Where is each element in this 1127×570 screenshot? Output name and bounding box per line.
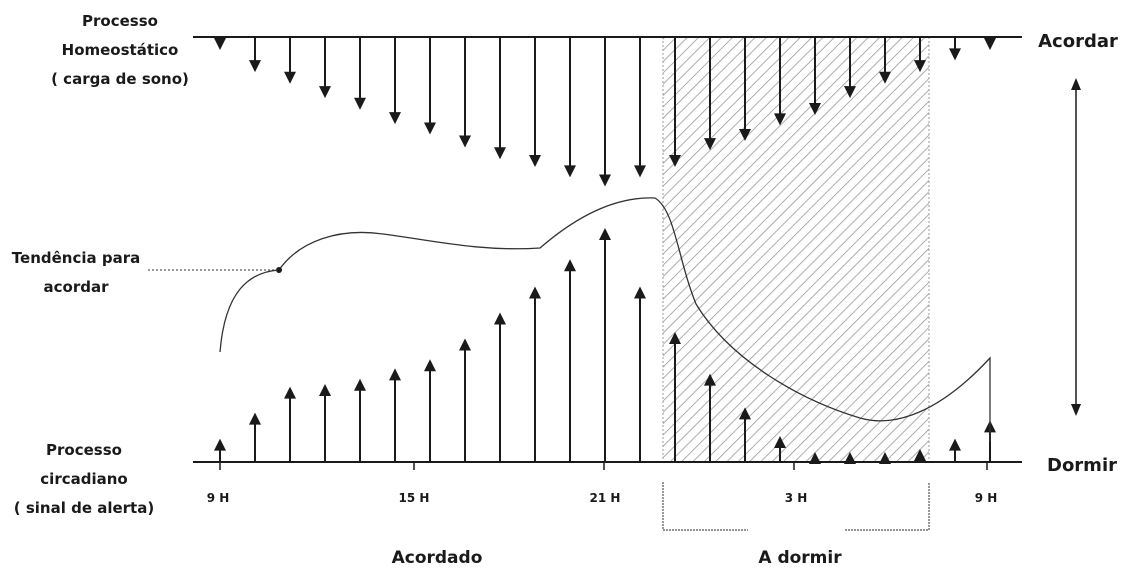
homeostatic-arrow [844,37,856,99]
circadian-arrow [844,452,856,464]
tendency-label-line2: acordar [44,278,110,296]
circadian-arrow [634,286,646,462]
tick-label-9h-start: 9 H [207,491,230,505]
homeostatic-arrow [529,37,541,167]
circadian-arrow [564,259,576,462]
homeostatic-arrow [319,37,331,99]
circadian-label-line1: Processo [46,441,122,459]
homeostatic-arrow [634,37,646,178]
homeostatic-label-line1: Processo [82,12,158,30]
tick-label-3h: 3 H [785,491,808,505]
wake-tendency-curve [219,197,991,442]
homeostatic-arrow [389,37,401,125]
homeostatic-arrow [424,37,436,135]
circadian-arrow [739,407,751,462]
homeostatic-arrow [984,37,996,50]
circadian-arrow [389,368,401,462]
circadian-arrows [214,228,996,464]
circadian-arrow [949,438,961,462]
homeostatic-arrow [599,37,611,187]
circadian-arrow [879,452,891,464]
homeostatic-arrow [354,37,366,110]
homeostatic-arrow [914,37,926,73]
homeostatic-arrow [564,37,576,178]
circadian-arrow [704,373,716,462]
wake-axis-label: Acordar [1038,31,1118,52]
tick-label-15h: 15 H [399,491,430,505]
circadian-arrow [774,436,786,462]
circadian-label-line2: circadiano [40,470,127,488]
wake-sleep-scale-arrow [1071,78,1081,416]
circadian-arrow [914,449,926,462]
homeostatic-arrow [284,37,296,84]
homeostatic-arrow [494,37,506,160]
wake-tendency-point [276,267,282,273]
sleep-period-hatch [663,37,929,462]
homeostatic-arrow [774,37,786,126]
homeostatic-arrow [739,37,751,141]
circadian-arrow [249,412,261,462]
homeostatic-arrow [249,37,261,73]
homeostatic-arrow [949,37,961,61]
homeostatic-label-line2: Homeostático [62,41,179,59]
homeostatic-arrow [459,37,471,148]
circadian-arrow [319,384,331,462]
circadian-arrow [354,378,366,462]
circadian-arrow [284,386,296,462]
homeostatic-arrow [809,37,821,115]
circadian-arrow [494,312,506,462]
homeostatic-arrow [214,37,226,50]
sleep-period-label: A dormir [758,548,842,568]
awake-period-label: Acordado [392,548,483,568]
circadian-arrow [599,228,611,462]
circadian-label-line3: ( sinal de alerta) [14,499,154,517]
circadian-arrow [669,332,681,462]
circadian-arrow [459,338,471,462]
tendency-label-line1: Tendência para [12,249,140,267]
homeostatic-label-line3: ( carga de sono) [51,70,189,88]
sleep-axis-label: Dormir [1047,455,1117,476]
circadian-arrow [809,452,821,464]
sleep-period-bracket [662,482,930,531]
tick-label-9h-end: 9 H [975,491,998,505]
homeostatic-arrow [879,37,891,84]
homeostatic-arrow [669,37,681,167]
tick-label-21h: 21 H [590,491,621,505]
homeostatic-arrows [214,37,996,187]
circadian-arrow [424,359,436,462]
homeostatic-arrow [704,37,716,151]
circadian-arrow [529,286,541,462]
time-axis-ticks [219,462,988,470]
circadian-arrow [214,438,226,462]
